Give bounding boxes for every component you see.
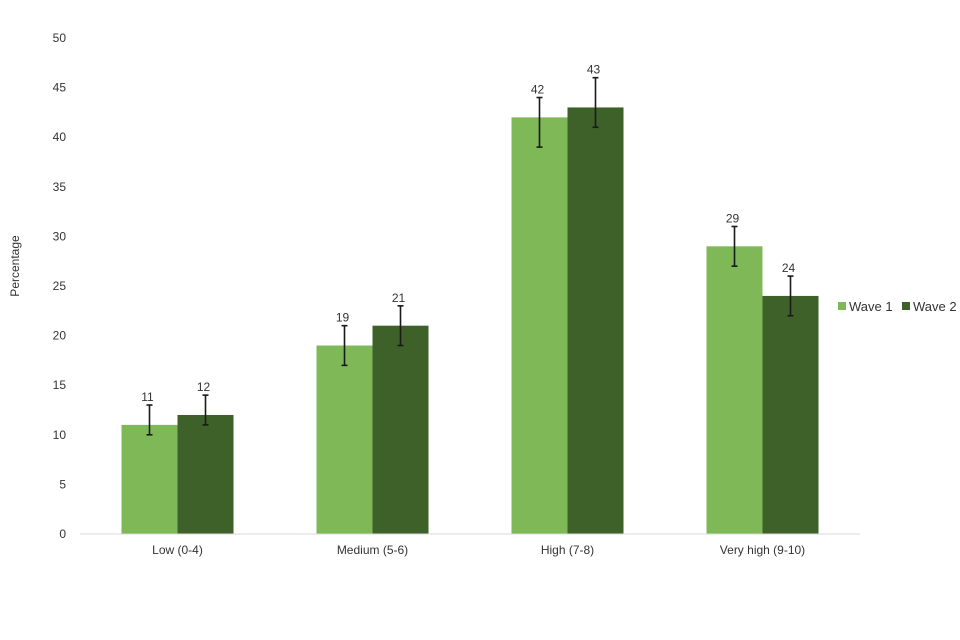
y-tick-label: 30	[53, 229, 67, 243]
bar-1	[316, 345, 373, 534]
x-axis-categories: Low (0-4) Medium (5-6) High (7-8) Very high…	[152, 543, 805, 557]
y-tick-label: 45	[53, 81, 67, 95]
bar-1	[121, 424, 178, 534]
bar-1	[511, 117, 568, 535]
bar-2	[762, 295, 819, 534]
error-bar	[341, 324, 348, 367]
error-bar	[202, 394, 209, 426]
y-tick-label: 5	[59, 477, 66, 491]
y-tick-label: 40	[53, 130, 67, 144]
error-bar	[592, 76, 599, 129]
error-bar	[787, 275, 794, 317]
y-tick-label: 20	[53, 329, 67, 343]
data-label: 43	[587, 63, 601, 77]
x-category-label: Medium (5-6)	[337, 543, 408, 557]
legend-label: Wave 2	[913, 299, 957, 314]
legend-label: Wave 1	[849, 299, 893, 314]
data-label: 29	[726, 211, 740, 225]
legend-swatch	[838, 302, 846, 310]
y-axis-title: Percentage	[8, 235, 22, 297]
data-labels: 11 12 19 21 42 43 29 24	[141, 63, 795, 404]
error-bar	[397, 305, 404, 347]
bar-2	[177, 414, 234, 534]
legend-swatch	[902, 302, 910, 310]
y-tick-label: 35	[53, 180, 67, 194]
bar-2	[567, 107, 624, 534]
y-tick-label: 0	[59, 527, 66, 541]
y-tick-label: 25	[53, 279, 67, 293]
y-axis-ticks: 0 5 10 15 20 25 30 35 40 45 50	[53, 31, 67, 541]
legend: Wave 1 Wave 2	[838, 299, 957, 314]
x-category-label: High (7-8)	[541, 543, 594, 557]
data-label: 21	[392, 291, 406, 305]
error-bar	[536, 96, 543, 148]
bar-1	[706, 246, 763, 534]
x-category-label: Low (0-4)	[152, 543, 203, 557]
bar-2	[372, 325, 429, 534]
x-category-label: Very high (9-10)	[720, 543, 805, 557]
y-tick-label: 15	[53, 378, 67, 392]
data-label: 12	[197, 380, 211, 394]
y-tick-label: 50	[53, 31, 67, 45]
data-label: 42	[531, 83, 545, 97]
data-label: 19	[336, 311, 350, 325]
error-bar	[731, 225, 738, 267]
data-label: 24	[782, 261, 796, 275]
error-bar	[146, 404, 153, 436]
bars	[121, 107, 819, 535]
error-bars	[146, 76, 794, 436]
data-label: 11	[141, 390, 154, 404]
y-tick-label: 10	[53, 428, 67, 442]
